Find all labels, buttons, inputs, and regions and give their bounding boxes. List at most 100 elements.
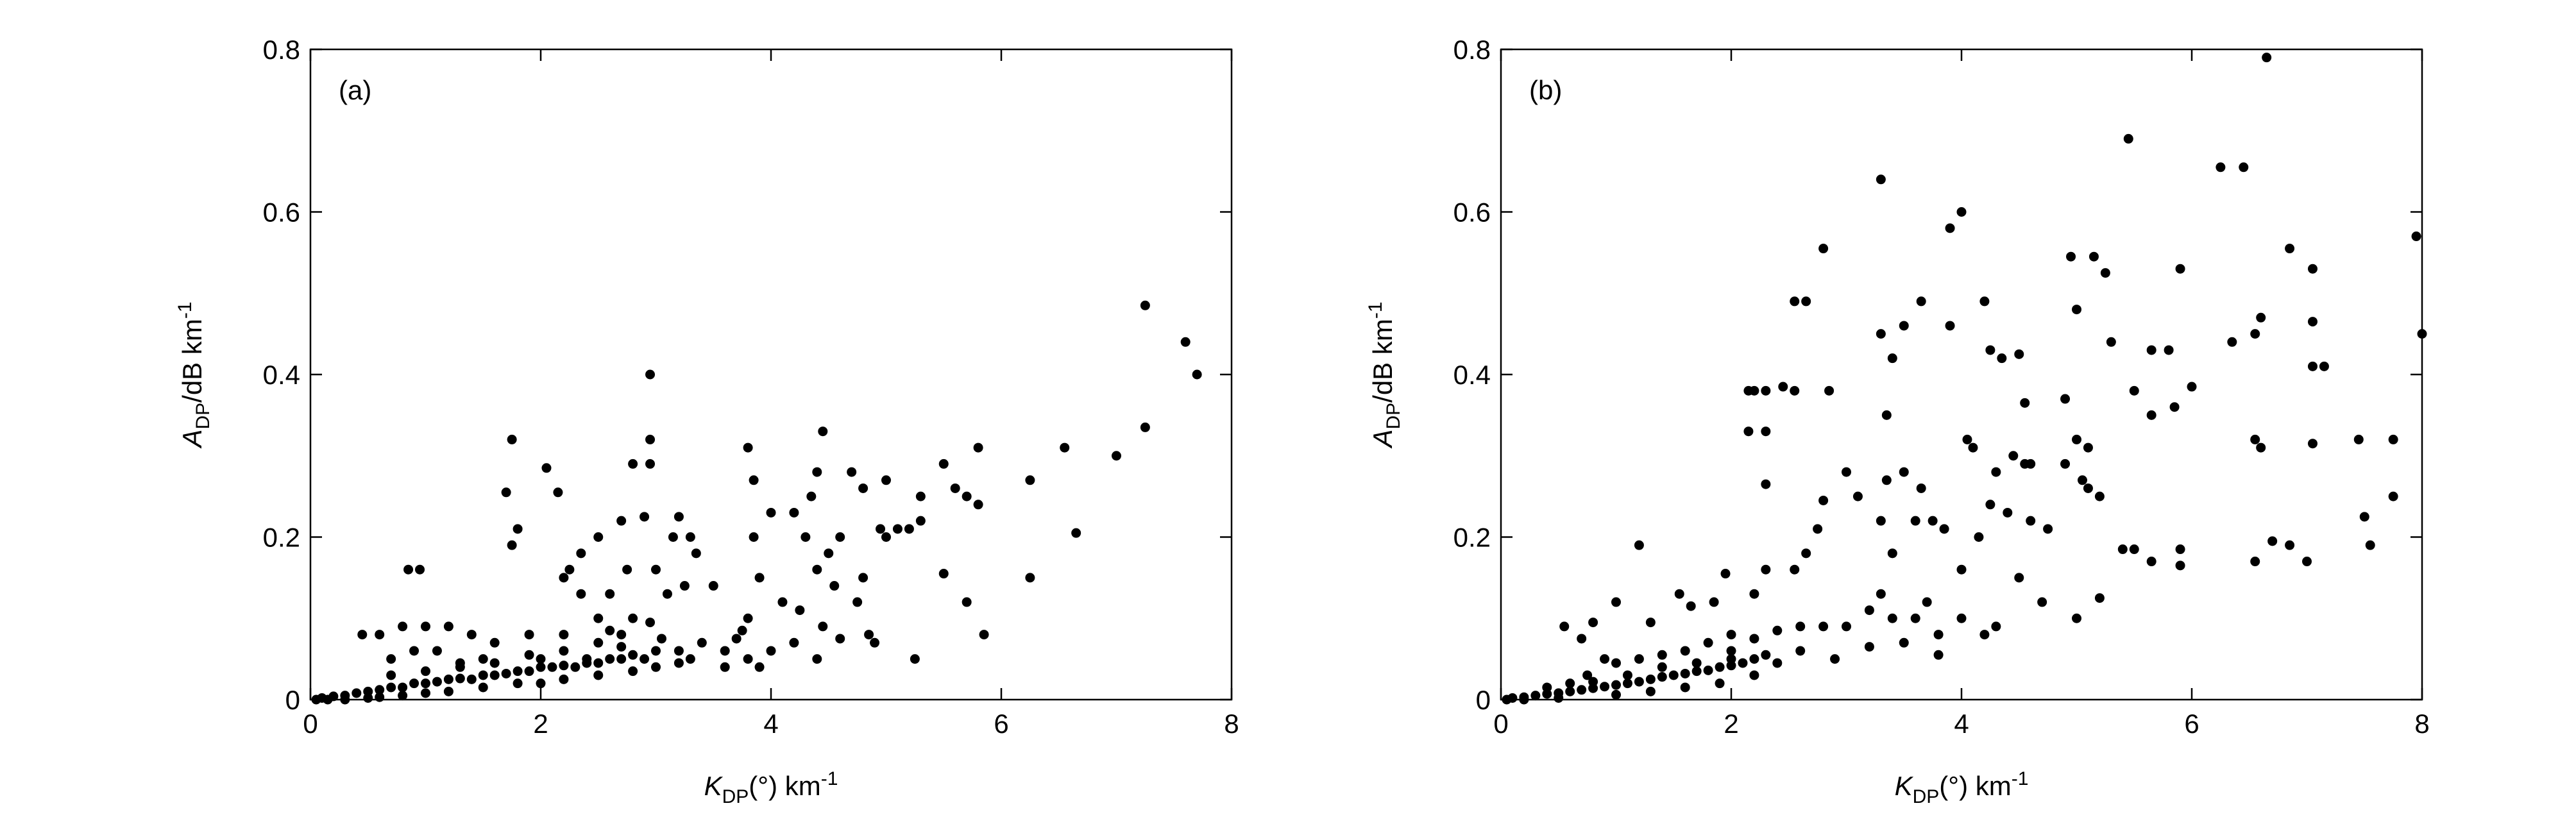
data-point [870, 637, 880, 648]
data-point [892, 524, 902, 534]
data-point [801, 532, 811, 542]
data-point [622, 564, 632, 575]
data-point [1749, 634, 1759, 644]
data-point [915, 516, 926, 526]
data-point [2077, 475, 2087, 485]
data-point [858, 573, 869, 583]
data-point [749, 475, 759, 485]
data-point [1588, 618, 1598, 628]
data-point [1140, 300, 1150, 310]
data-point [1916, 483, 1926, 493]
y-axis-label-sup: -1 [174, 301, 196, 319]
data-point [1657, 650, 1667, 660]
data-point [973, 500, 983, 510]
data-point [754, 573, 765, 583]
data-point [2175, 544, 2185, 555]
data-point [398, 621, 408, 632]
data-point [2262, 53, 2272, 63]
data-point [1899, 637, 1909, 648]
data-point [662, 589, 672, 599]
y-axis-label-sup: -1 [1365, 301, 1386, 319]
data-point [593, 658, 604, 668]
data-point [489, 670, 500, 680]
data-point [432, 677, 442, 687]
y-tick-label: 0 [1476, 685, 1491, 715]
data-point [651, 662, 661, 672]
y-tick-label: 0.2 [1453, 523, 1491, 553]
data-point [513, 678, 523, 689]
data-point [1864, 642, 1874, 652]
x-tick-label: 0 [303, 709, 318, 739]
data-point [668, 532, 678, 542]
data-point [1715, 678, 1725, 689]
data-point [1611, 689, 1621, 700]
data-point [2256, 442, 2266, 453]
data-point [628, 650, 638, 660]
x-axis-label-sup: -1 [2012, 768, 2029, 789]
data-point [1933, 650, 1944, 660]
data-point [1611, 658, 1621, 668]
data-point [1530, 691, 1541, 701]
data-point [2250, 329, 2260, 339]
data-point [507, 540, 517, 550]
x-axis-label-sub: DP [1913, 786, 1940, 807]
data-point [1795, 621, 1806, 632]
data-point [2250, 434, 2260, 444]
data-point [1192, 369, 1202, 380]
data-point [737, 625, 747, 635]
data-point [2353, 434, 2364, 444]
data-point [2026, 516, 2036, 526]
data-point [904, 524, 914, 534]
x-axis-label-sup: -1 [821, 768, 838, 789]
data-point [645, 369, 656, 380]
data-point [2037, 597, 2047, 607]
data-point [1852, 491, 1863, 501]
data-point [398, 682, 408, 693]
data-point [1991, 621, 2001, 632]
data-point [835, 532, 845, 542]
data-point [835, 634, 845, 644]
data-point [2146, 557, 2157, 567]
data-point [852, 597, 863, 607]
data-point [685, 532, 695, 542]
x-tick-label: 4 [1954, 709, 1969, 739]
data-point [559, 646, 569, 656]
data-point [1565, 686, 1575, 696]
data-point [1749, 589, 1759, 599]
data-point [443, 674, 453, 684]
data-point [421, 621, 430, 632]
data-point [2106, 337, 2116, 347]
data-point [1801, 548, 1811, 559]
data-point [1668, 670, 1679, 680]
axes-box [1500, 48, 2423, 701]
data-point [938, 569, 949, 579]
data-point [640, 512, 650, 522]
data-point [2267, 536, 2278, 546]
data-point [616, 642, 627, 652]
data-point [1657, 672, 1667, 682]
data-point [1645, 618, 1656, 628]
data-point [938, 459, 949, 469]
data-point [1876, 174, 1886, 185]
data-point [881, 475, 891, 485]
data-point [628, 459, 638, 469]
data-point [1761, 564, 1771, 575]
data-point [559, 630, 569, 640]
data-point [2026, 459, 2036, 469]
data-point [1112, 451, 1121, 461]
data-point [466, 674, 477, 684]
data-point [1772, 658, 1783, 668]
data-point [2256, 312, 2266, 323]
data-point [1962, 434, 1972, 444]
data-point [1577, 634, 1587, 644]
data-point [1761, 426, 1771, 437]
data-point [697, 637, 707, 648]
data-point [352, 688, 362, 698]
data-point [806, 491, 817, 501]
data-point [2175, 560, 2185, 571]
data-point [720, 662, 730, 672]
data-point [570, 662, 580, 672]
